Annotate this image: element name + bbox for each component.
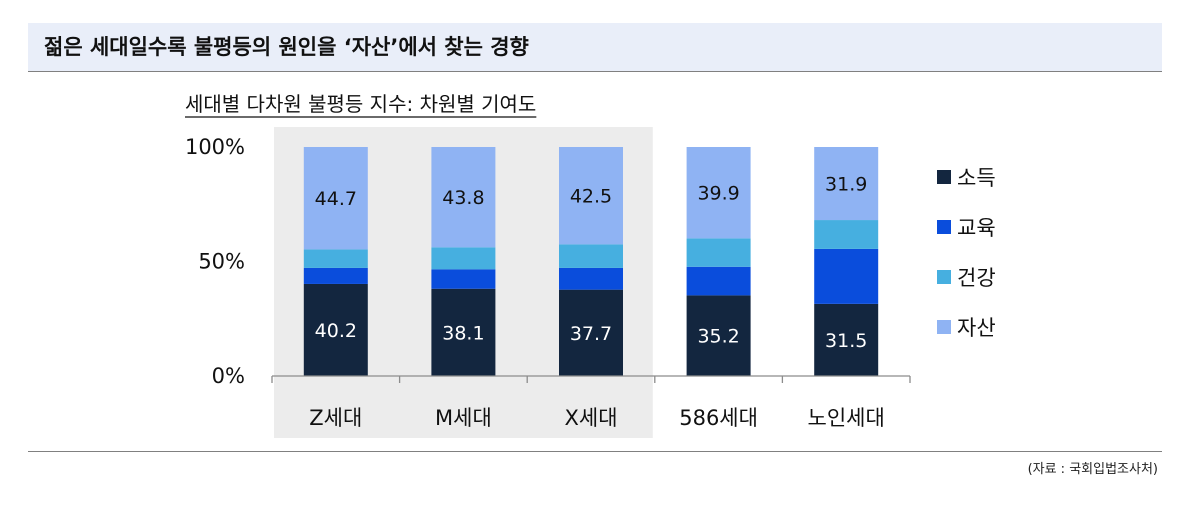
y-tick-label: 0%: [212, 364, 245, 388]
data-label: 42.5: [570, 186, 612, 208]
x-tick-label: 노인세대: [808, 406, 885, 430]
bar-segment: [686, 147, 751, 239]
bar-segment: [686, 295, 751, 376]
legend-label: 자산: [957, 316, 996, 340]
legend-swatch: [937, 270, 951, 284]
header-banner: 젊은 세대일수록 불평등의 원인을 ‘자산’에서 찾는 경향: [28, 23, 1162, 72]
legend-label: 건강: [957, 266, 996, 290]
legend-swatch: [937, 170, 951, 184]
data-label: 35.2: [697, 326, 739, 348]
bar-segment: [814, 220, 879, 249]
bar-segment: [814, 303, 879, 376]
chart-title: 세대별 다차원 불평등 지수: 차원별 기여도: [185, 92, 536, 116]
x-tick-label: X세대: [564, 406, 617, 430]
x-tick-label: 586세대: [679, 406, 758, 430]
bar-segment: [559, 147, 623, 245]
data-label: 31.5: [825, 330, 867, 352]
legend-label: 소득: [957, 166, 996, 190]
data-label: 31.9: [825, 174, 867, 196]
stacked-bar-chart: 세대별 다차원 불평등 지수: 차원별 기여도 0% 50% 100% 40.2 44.7…: [185, 92, 996, 438]
bar-segment: [431, 269, 496, 289]
data-label: 39.9: [697, 183, 739, 205]
footer-divider: [28, 451, 1162, 452]
data-label: 43.8: [442, 187, 484, 209]
bar-segment: [431, 247, 496, 270]
x-tick-label: Z세대: [309, 406, 362, 430]
x-tick-label: M세대: [435, 406, 492, 430]
legend-label: 교육: [957, 216, 996, 240]
bar-segment: [814, 147, 879, 221]
data-label: 40.2: [315, 320, 357, 342]
legend-swatch: [937, 220, 951, 234]
bar-segment: [559, 289, 623, 376]
bar-segment: [686, 238, 751, 267]
data-label: 38.1: [442, 322, 484, 344]
bar-segment: [303, 249, 368, 268]
source-note: (자료 : 국회입법조사처): [1027, 462, 1158, 477]
y-tick-label: 50%: [198, 250, 245, 274]
bar-segment: [559, 267, 623, 290]
bar-segment: [303, 267, 368, 284]
bar-segment: [431, 147, 496, 248]
bar-segment: [303, 147, 368, 250]
page-title: 젊은 세대일수록 불평등의 원인을 ‘자산’에서 찾는 경향: [44, 35, 529, 59]
bar-segment: [303, 283, 368, 376]
y-tick-label: 100%: [185, 135, 245, 159]
bar-segment: [559, 244, 623, 268]
bar-segment: [431, 288, 496, 376]
legend-swatch: [937, 320, 951, 334]
data-label: 37.7: [570, 323, 612, 345]
data-label: 44.7: [315, 188, 357, 210]
bar-segment: [686, 266, 751, 296]
bar-segment: [814, 248, 879, 304]
